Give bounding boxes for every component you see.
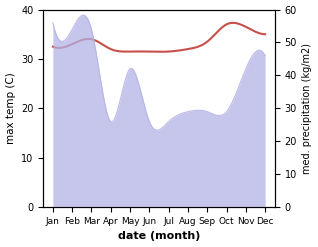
Y-axis label: max temp (C): max temp (C) [5, 72, 16, 144]
X-axis label: date (month): date (month) [118, 231, 200, 242]
Y-axis label: med. precipitation (kg/m2): med. precipitation (kg/m2) [302, 43, 313, 174]
